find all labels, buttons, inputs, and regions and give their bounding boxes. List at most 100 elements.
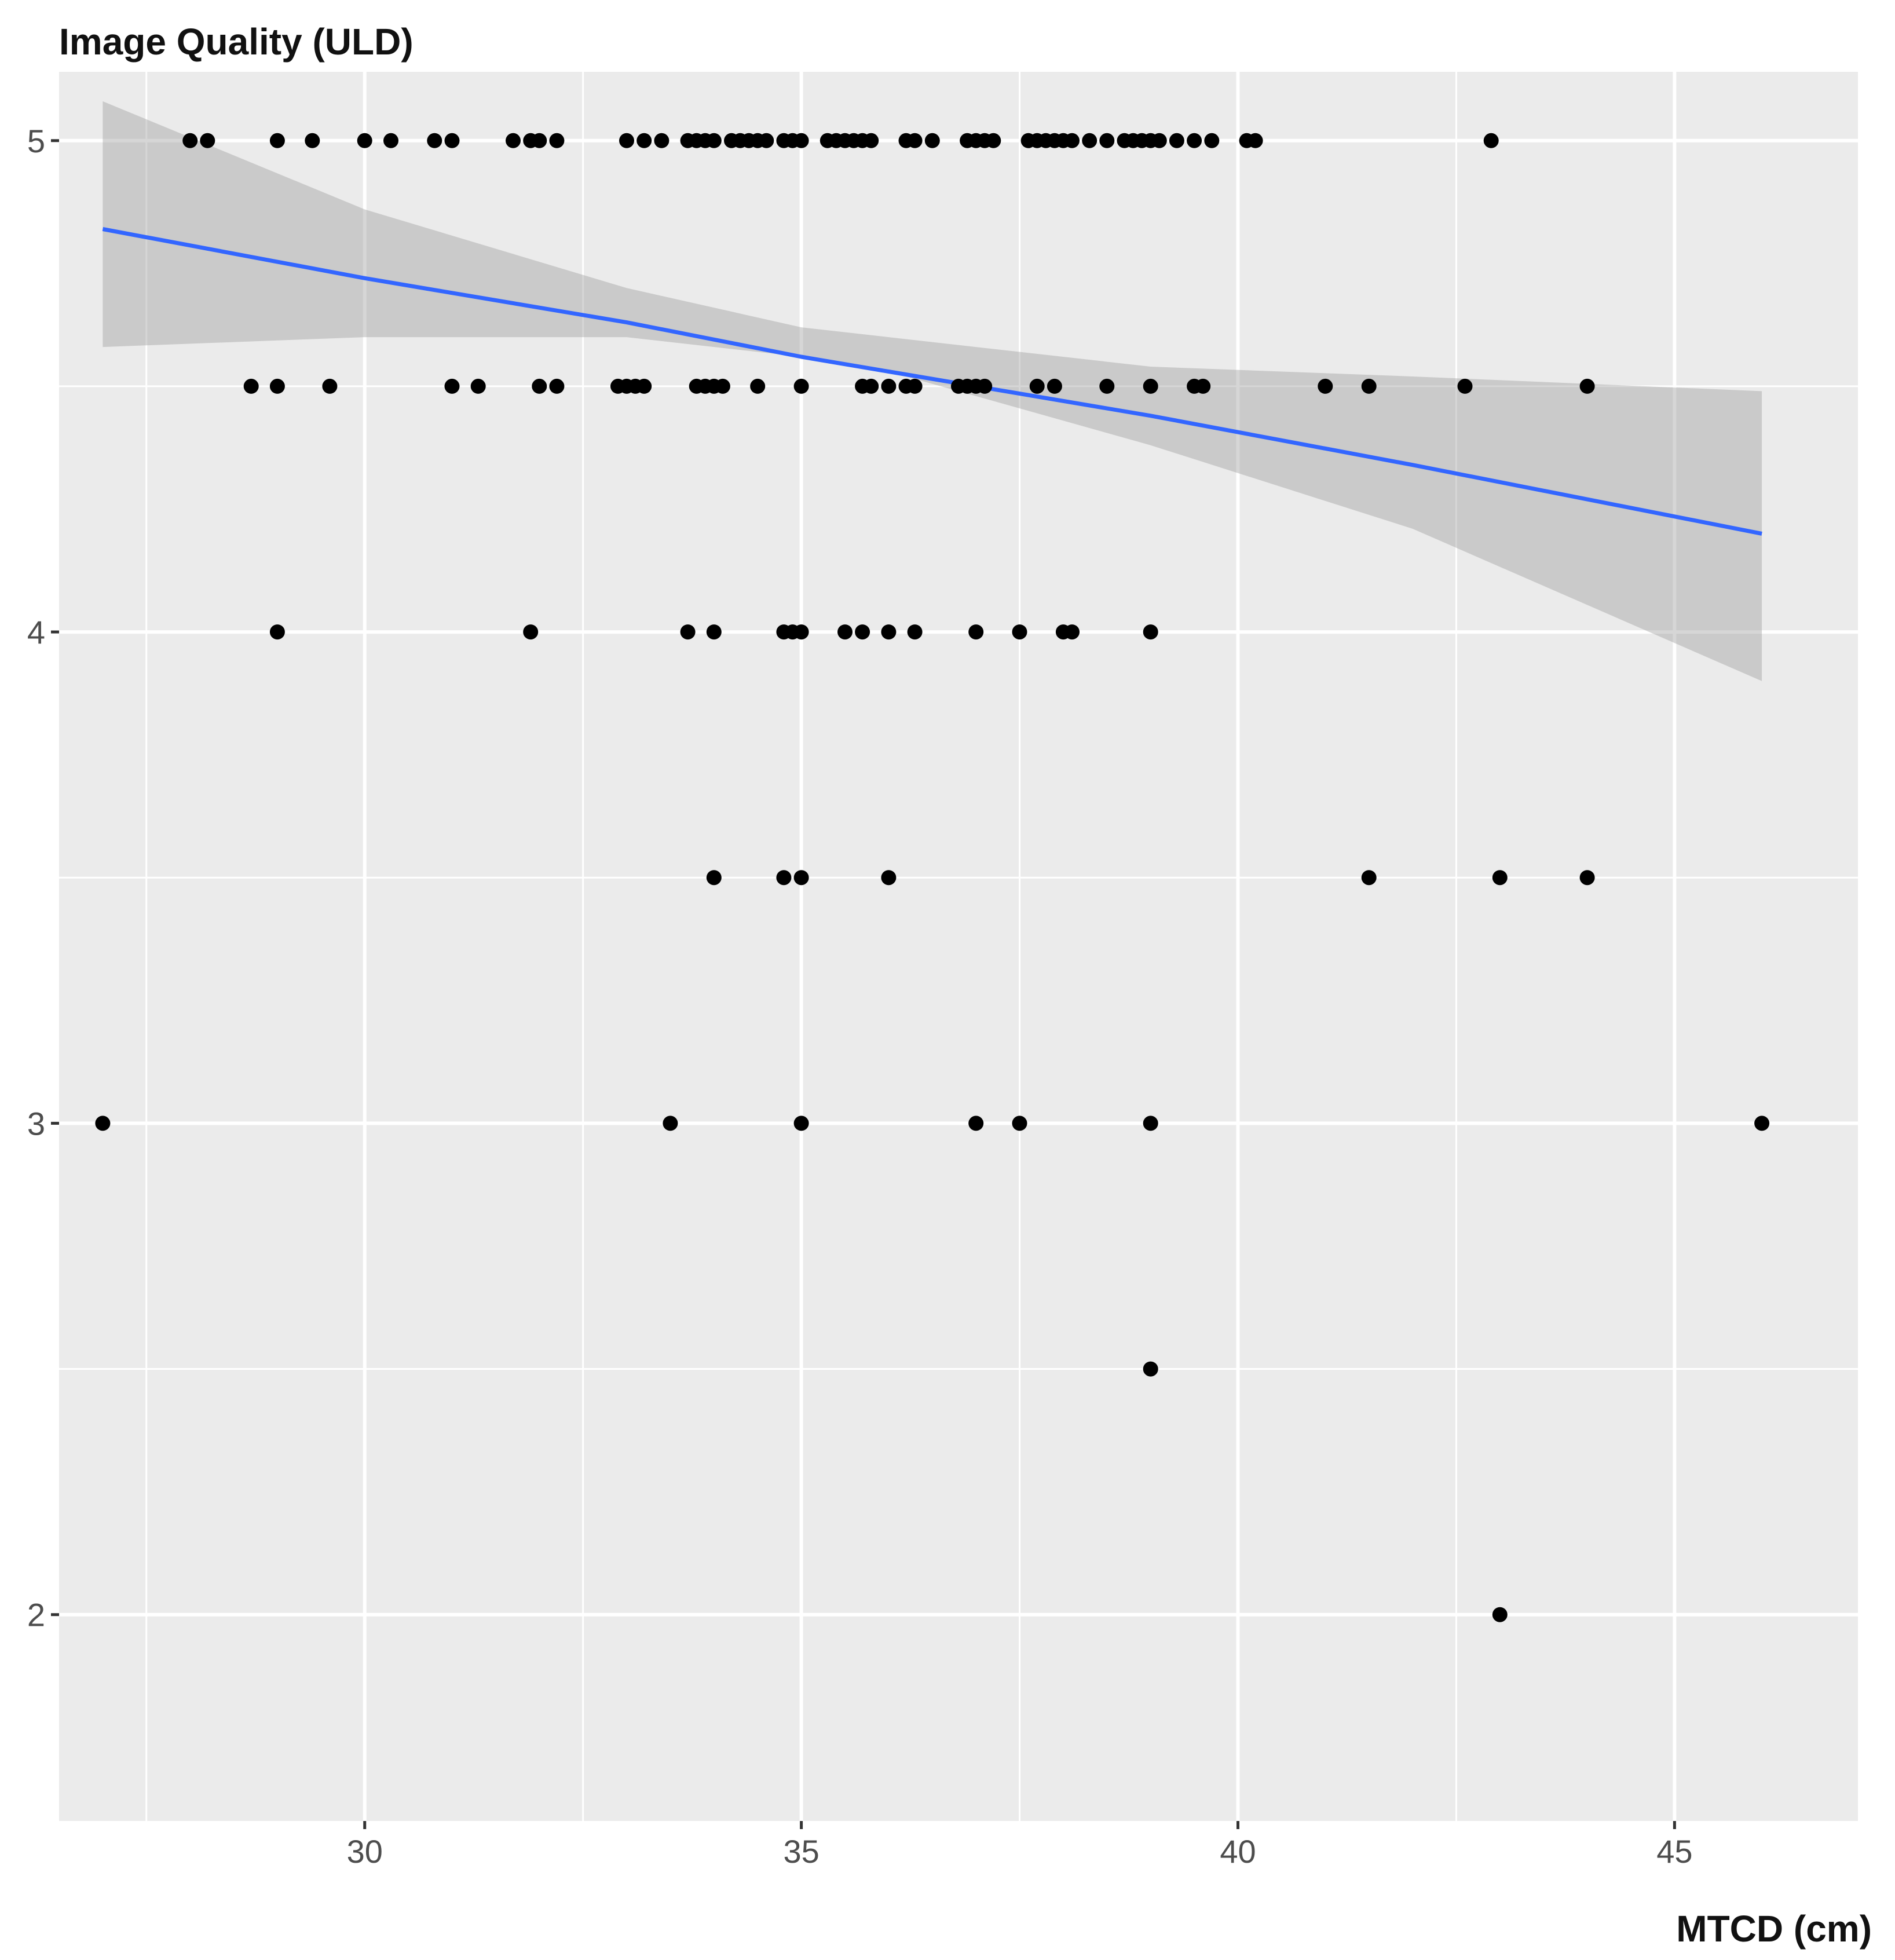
data-point [95, 1116, 111, 1131]
data-point [776, 870, 792, 886]
data-point [1047, 378, 1062, 394]
data-point [1151, 133, 1167, 148]
data-point [1029, 378, 1045, 394]
data-point [864, 378, 879, 394]
data-point [793, 624, 809, 640]
data-point [269, 378, 285, 394]
data-point [663, 1116, 678, 1131]
data-point [759, 133, 774, 148]
data-point [968, 1116, 984, 1131]
data-point [1195, 378, 1211, 394]
data-point [532, 133, 547, 148]
data-point [549, 133, 565, 148]
data-point [1204, 133, 1220, 148]
data-point [881, 624, 897, 640]
x-axis-label: MTCD (cm) [1676, 1908, 1872, 1950]
data-point [1579, 378, 1595, 394]
data-point [243, 378, 259, 394]
data-point [986, 133, 1001, 148]
data-point [1361, 378, 1377, 394]
data-point [444, 133, 460, 148]
data-point [680, 624, 696, 640]
data-point [924, 133, 940, 148]
x-tick-label: 35 [783, 1833, 819, 1870]
data-point [1012, 624, 1027, 640]
data-point [383, 133, 398, 148]
plot-panel [59, 72, 1858, 1821]
data-point [1169, 133, 1184, 148]
data-point [793, 1116, 809, 1131]
data-point [907, 133, 923, 148]
data-point [523, 624, 539, 640]
data-point [793, 378, 809, 394]
data-point [636, 133, 652, 148]
data-point [1492, 1607, 1508, 1622]
x-tick-label: 45 [1656, 1833, 1692, 1870]
data-points [95, 133, 1770, 1622]
data-point [1099, 378, 1115, 394]
x-axis-ticks: 30 35 40 45 [347, 1821, 1693, 1870]
data-point [1012, 1116, 1027, 1131]
data-point [549, 378, 565, 394]
data-point [1143, 378, 1158, 394]
data-point [1318, 378, 1333, 394]
y-axis-ticks: 2 3 4 5 [27, 123, 59, 1633]
data-point [654, 133, 670, 148]
data-point [1099, 133, 1115, 148]
data-point [793, 133, 809, 148]
data-point [968, 624, 984, 640]
data-point [750, 378, 766, 394]
data-point [1064, 624, 1080, 640]
data-point [305, 133, 320, 148]
data-point [1457, 378, 1473, 394]
data-point [793, 870, 809, 886]
y-tick-label: 4 [27, 614, 45, 650]
data-point [322, 378, 338, 394]
data-point [269, 133, 285, 148]
data-point [977, 378, 993, 394]
data-point [855, 624, 870, 640]
data-point [182, 133, 198, 148]
data-point [907, 378, 923, 394]
data-point [881, 870, 897, 886]
x-tick-label: 40 [1220, 1833, 1256, 1870]
data-point [269, 624, 285, 640]
y-tick-label: 2 [27, 1597, 45, 1633]
data-point [1248, 133, 1263, 148]
data-point [706, 870, 722, 886]
data-point [200, 133, 215, 148]
data-point [837, 624, 853, 640]
data-point [1143, 624, 1158, 640]
data-point [1492, 870, 1508, 886]
x-tick-label: 30 [347, 1833, 383, 1870]
data-point [706, 133, 722, 148]
data-point [427, 133, 442, 148]
data-point [881, 378, 897, 394]
data-point [1579, 870, 1595, 886]
data-point [1064, 133, 1080, 148]
data-point [619, 133, 634, 148]
confidence-band [103, 101, 1762, 681]
data-point [706, 624, 722, 640]
data-point [907, 624, 923, 640]
data-point [1143, 1361, 1158, 1377]
data-point [506, 133, 521, 148]
y-tick-label: 3 [27, 1105, 45, 1142]
data-point [532, 378, 547, 394]
data-point [1082, 133, 1098, 148]
data-point [1361, 870, 1377, 886]
data-point [444, 378, 460, 394]
y-tick-label: 5 [27, 123, 45, 159]
chart-title: Image Quality (ULD) [59, 21, 414, 63]
data-point [470, 378, 486, 394]
data-point [1187, 133, 1202, 148]
data-point [357, 133, 372, 148]
data-point [1754, 1116, 1770, 1131]
data-point [1483, 133, 1499, 148]
trend-line [102, 227, 1762, 536]
data-point [715, 378, 730, 394]
data-point [636, 378, 652, 394]
data-point [1143, 1116, 1158, 1131]
data-point [864, 133, 879, 148]
